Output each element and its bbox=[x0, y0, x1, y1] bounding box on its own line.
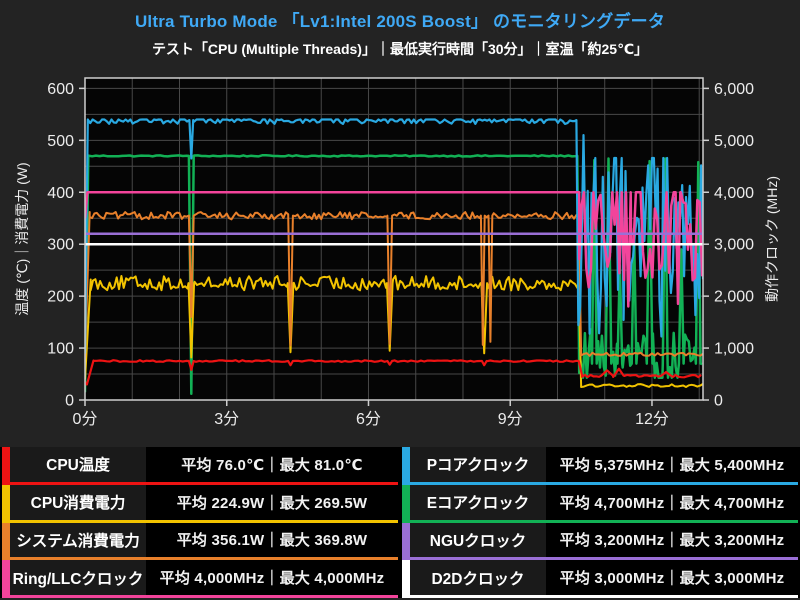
series-color-bar bbox=[2, 484, 10, 520]
series-color-bar bbox=[402, 447, 410, 482]
legend-row: Pコアクロック 平均 5,375MHz｜最大 5,400MHz bbox=[402, 447, 798, 485]
x-tick-label: 0分 bbox=[73, 410, 98, 428]
legend-row: NGUクロック 平均 3,200MHz｜最大 3,200MHz bbox=[402, 522, 798, 561]
y-left-tick-label: 600 bbox=[47, 81, 74, 98]
series-color-bar bbox=[2, 522, 10, 558]
series-color-bar bbox=[2, 560, 10, 595]
legend-row: Eコアクロック 平均 4,700MHz｜最大 4,700MHz bbox=[402, 484, 798, 523]
series-color-bar bbox=[402, 560, 410, 595]
legend-stats: 平均 356.1W｜最大 369.8W bbox=[176, 532, 368, 550]
legend-row: システム消費電力 平均 356.1W｜最大 369.8W bbox=[2, 522, 398, 561]
series-color-bar bbox=[2, 447, 10, 482]
legend-row: CPU消費電力 平均 224.9W｜最大 269.5W bbox=[2, 484, 398, 523]
legend-column-right: Pコアクロック 平均 5,375MHz｜最大 5,400MHz Eコアクロック … bbox=[402, 447, 798, 598]
legend-label: D2Dクロック bbox=[410, 560, 546, 595]
page-title: Ultra Turbo Mode 「Lv1:Intel 200S Boost」 … bbox=[134, 12, 666, 31]
x-tick-label: 6分 bbox=[356, 410, 381, 428]
series-color-bar bbox=[402, 522, 410, 558]
legend-stats: 平均 224.9W｜最大 269.5W bbox=[176, 494, 368, 512]
chart-area: 0分 3分 6分 9分 12分 0 100 200 300 400 500 600 0 1,000 2,00… bbox=[0, 70, 800, 445]
monitoring-chart: 0分 3分 6分 9分 12分 0 100 200 300 400 500 600 0 1,000 2,00… bbox=[14, 77, 780, 428]
series-color-bar bbox=[402, 484, 410, 520]
legend-stats: 平均 3,000MHz｜最大 3,000MHz bbox=[559, 570, 785, 588]
y-left-axis-title: 温度 (℃)｜消費電力 (W) bbox=[14, 162, 30, 315]
legend-stats: 平均 5,375MHz｜最大 5,400MHz bbox=[559, 456, 785, 474]
legend-label: CPU消費電力 bbox=[10, 484, 146, 520]
page-subtitle: テスト「CPU (Multiple Threads)」｜最低実行時間「30分」｜… bbox=[151, 41, 649, 57]
legend-stats: 平均 4,000MHz｜最大 4,000MHz bbox=[159, 570, 385, 588]
legend-row: Ring/LLCクロック 平均 4,000MHz｜最大 4,000MHz bbox=[2, 560, 398, 598]
tick-marks bbox=[79, 87, 709, 406]
x-tick-label: 12分 bbox=[635, 410, 669, 428]
series-Pコアクロック bbox=[85, 118, 703, 354]
x-tick-label: 3分 bbox=[214, 410, 239, 428]
legend-row: D2Dクロック 平均 3,000MHz｜最大 3,000MHz bbox=[402, 560, 798, 598]
y-left-tick-label: 100 bbox=[47, 341, 74, 358]
y-right-tick-label: 3,000 bbox=[714, 237, 754, 254]
x-tick-label: 9分 bbox=[498, 410, 523, 428]
y-left-tick-label: 200 bbox=[47, 289, 74, 306]
legend-stats: 平均 3,200MHz｜最大 3,200MHz bbox=[559, 532, 785, 550]
series-システム消費電力 bbox=[85, 211, 703, 359]
series-lines bbox=[85, 118, 703, 396]
y-left-tick-label: 500 bbox=[47, 133, 74, 150]
y-left-tick-label: 0 bbox=[65, 393, 74, 410]
legend-stats: 平均 76.0℃｜最大 81.0℃ bbox=[181, 456, 363, 474]
legend-label: Eコアクロック bbox=[410, 484, 546, 520]
legend-label: Ring/LLCクロック bbox=[10, 560, 146, 595]
y-right-tick-label: 4,000 bbox=[714, 185, 754, 202]
legend-stats: 平均 4,700MHz｜最大 4,700MHz bbox=[559, 494, 785, 512]
series-CPU温度 bbox=[85, 359, 702, 386]
y-right-tick-label: 1,000 bbox=[714, 341, 754, 358]
y-right-axis-title: 動作クロック (MHz) bbox=[764, 176, 780, 302]
legend-label: NGUクロック bbox=[410, 522, 546, 558]
y-left-tick-label: 400 bbox=[47, 185, 74, 202]
plot-background bbox=[85, 78, 703, 400]
legend: CPU温度 平均 76.0℃｜最大 81.0℃ CPU消費電力 平均 224.9… bbox=[0, 447, 800, 598]
legend-label: CPU温度 bbox=[10, 447, 146, 482]
tick-labels: 0分 3分 6分 9分 12分 0 100 200 300 400 500 600 0 1,000 2,00… bbox=[47, 81, 754, 428]
y-right-tick-label: 0 bbox=[714, 393, 723, 410]
series-Ring/LLCクロック bbox=[85, 191, 703, 308]
legend-label: Pコアクロック bbox=[410, 447, 546, 482]
y-right-tick-label: 6,000 bbox=[714, 81, 754, 98]
y-left-tick-label: 300 bbox=[47, 237, 74, 254]
y-right-tick-label: 2,000 bbox=[714, 289, 754, 306]
plot-border bbox=[84, 77, 704, 401]
y-right-tick-label: 5,000 bbox=[714, 133, 754, 150]
legend-label: システム消費電力 bbox=[10, 522, 146, 558]
series-CPU消費電力 bbox=[85, 274, 703, 388]
legend-column-left: CPU温度 平均 76.0℃｜最大 81.0℃ CPU消費電力 平均 224.9… bbox=[2, 447, 398, 598]
legend-row: CPU温度 平均 76.0℃｜最大 81.0℃ bbox=[2, 447, 398, 485]
